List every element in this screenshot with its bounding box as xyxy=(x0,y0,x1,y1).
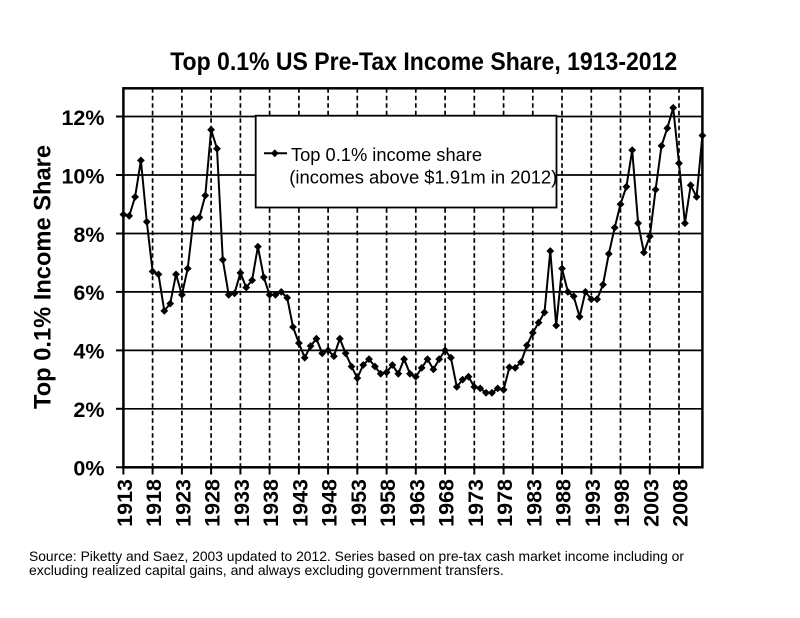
svg-text:1978: 1978 xyxy=(493,479,517,527)
svg-text:1913: 1913 xyxy=(113,479,137,527)
svg-text:8%: 8% xyxy=(73,223,104,247)
svg-text:2003: 2003 xyxy=(639,479,663,527)
svg-text:excluding realized capital gai: excluding realized capital gains, and al… xyxy=(29,562,504,578)
svg-text:Top 0.1% income share: Top 0.1% income share xyxy=(291,144,482,165)
svg-text:1953: 1953 xyxy=(347,479,371,527)
svg-text:1943: 1943 xyxy=(289,479,313,527)
svg-text:1983: 1983 xyxy=(522,479,546,527)
svg-text:2%: 2% xyxy=(73,398,104,422)
svg-text:1923: 1923 xyxy=(172,479,196,527)
svg-text:1928: 1928 xyxy=(201,479,225,527)
svg-text:6%: 6% xyxy=(73,281,104,305)
svg-text:Top 0.1% Income Share: Top 0.1% Income Share xyxy=(30,145,57,409)
svg-text:1918: 1918 xyxy=(142,479,166,527)
svg-text:1958: 1958 xyxy=(376,479,400,527)
svg-text:1968: 1968 xyxy=(435,479,459,527)
svg-text:Top 0.1% US Pre-Tax Income Sha: Top 0.1% US Pre-Tax Income Share, 1913-2… xyxy=(170,48,677,76)
svg-text:1998: 1998 xyxy=(610,479,634,527)
svg-text:2008: 2008 xyxy=(669,479,693,527)
svg-text:1948: 1948 xyxy=(318,479,342,527)
svg-text:10%: 10% xyxy=(61,164,104,188)
svg-text:1938: 1938 xyxy=(259,479,283,527)
svg-text:0%: 0% xyxy=(73,457,104,481)
svg-text:Source: Piketty and Saez, 2003: Source: Piketty and Saez, 2003 updated t… xyxy=(29,548,684,564)
svg-text:1988: 1988 xyxy=(552,479,576,527)
svg-text:1993: 1993 xyxy=(581,479,605,527)
svg-text:(incomes above $1.91m in 2012): (incomes above $1.91m in 2012) xyxy=(289,167,557,188)
svg-text:12%: 12% xyxy=(61,106,104,130)
svg-text:4%: 4% xyxy=(73,340,104,364)
svg-text:1963: 1963 xyxy=(405,479,429,527)
svg-text:1933: 1933 xyxy=(230,479,254,527)
svg-text:1973: 1973 xyxy=(464,479,488,527)
